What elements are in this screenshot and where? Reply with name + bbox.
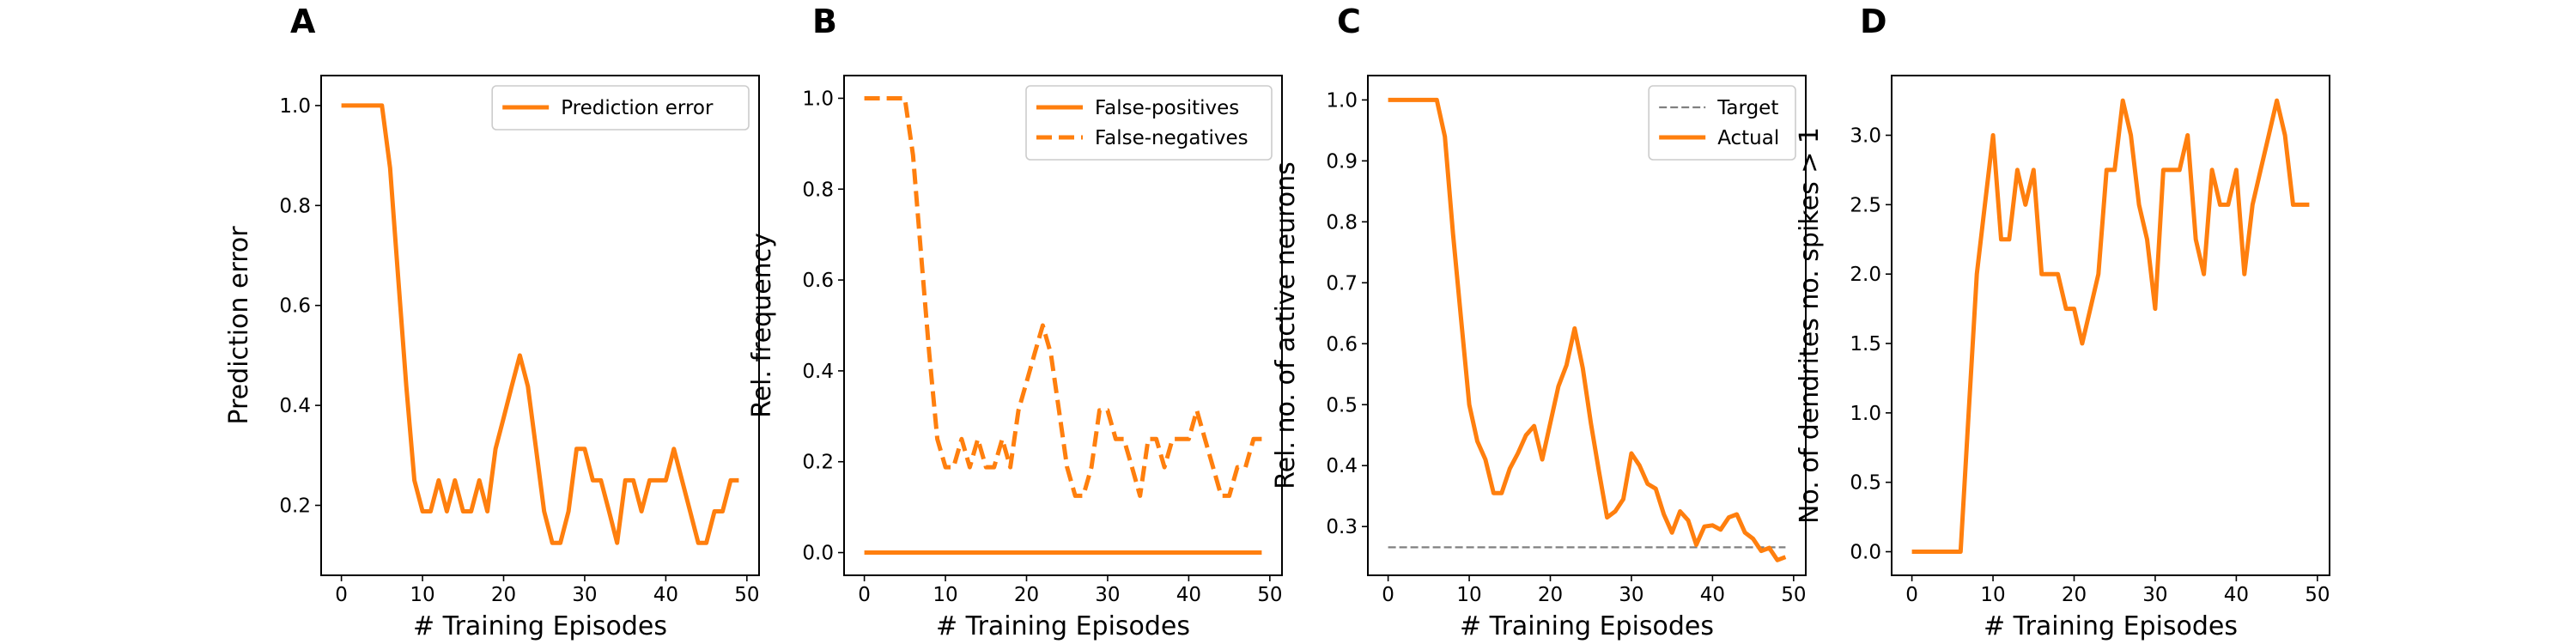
y-tick-label: 0.4 [1326, 455, 1358, 477]
x-axis-label: # Training Episodes [1460, 611, 1714, 641]
y-tick-label: 1.5 [1850, 333, 1881, 355]
panel-letter-b: B [812, 3, 837, 40]
y-tick-label: 0.2 [279, 495, 311, 518]
y-axis-label: Rel. no. of active neurons [1271, 161, 1301, 489]
y-tick-label: 0.0 [802, 543, 834, 565]
panel-d: 0 10 20 30 40 50 0.0 0.5 1.0 1.5 2.0 2.5 3.0 # Traini… [1795, 75, 2330, 641]
legend: False-positives False-negatives [1025, 85, 1273, 161]
x-tick-label: 50 [2305, 584, 2330, 606]
axes-frame [320, 75, 760, 576]
legend: Prediction error [491, 85, 750, 131]
y-tick-label: 0.0 [1850, 542, 1881, 564]
x-axis-label: # Training Episodes [1984, 611, 2238, 641]
y-tick-label: 2.5 [1850, 194, 1881, 216]
y-axis-label: Prediction error [224, 226, 254, 425]
x-tick-label: 20 [1538, 584, 1563, 606]
y-tick-label: 1.0 [1326, 89, 1358, 112]
panels: 0 10 20 30 40 50 0.2 0.4 0.6 0.8 1.0 # Training Epi… [224, 75, 2330, 641]
y-axis-label: Rel. frequency [747, 233, 777, 418]
x-tick-label: 40 [2224, 584, 2249, 606]
x-tick-label: 0 [335, 584, 348, 606]
y-tick-label: 0.9 [1326, 150, 1358, 173]
x-tick-label: 20 [491, 584, 516, 606]
y-tick-label: 0.8 [802, 179, 834, 201]
x-axis-label: # Training Episodes [936, 611, 1190, 641]
series-line [1911, 98, 2310, 554]
panel-b: 0 10 20 30 40 50 0.0 0.2 0.4 0.6 0.8 1.0 # Training … [747, 75, 1283, 641]
panel-letter-a: A [290, 3, 316, 40]
legend-box [1648, 85, 1796, 161]
x-tick-label: 30 [572, 584, 597, 606]
x-tick-label: 0 [858, 584, 871, 606]
y-tick-label: 0.6 [279, 295, 311, 318]
x-tick-label: 10 [1456, 584, 1481, 606]
x-tick-label: 20 [2062, 584, 2087, 606]
legend-entry-label: Actual [1717, 127, 1779, 149]
axes-frame [843, 75, 1283, 576]
legend-box [491, 85, 750, 131]
x-tick-label: 0 [1905, 584, 1918, 606]
x-tick-label: 10 [933, 584, 957, 606]
panel-letter-d: D [1860, 3, 1887, 40]
x-tick-label: 40 [1176, 584, 1201, 606]
y-tick-label: 2.0 [1850, 264, 1881, 286]
y-tick-label: 0.7 [1326, 272, 1358, 295]
panel-letter-c: C [1337, 3, 1361, 40]
y-tick-label: 0.5 [1326, 394, 1358, 416]
legend-entry-label: False-positives [1095, 97, 1239, 119]
legend-entry-label: Target [1716, 97, 1778, 119]
y-tick-label: 0.8 [279, 195, 311, 217]
x-tick-label: 50 [1781, 584, 1806, 606]
x-tick-label: 10 [1980, 584, 2005, 606]
y-tick-label: 0.4 [279, 395, 311, 417]
x-axis-label: # Training Episodes [413, 611, 667, 641]
x-tick-label: 0 [1382, 584, 1394, 606]
x-tick-label: 40 [1700, 584, 1725, 606]
y-tick-label: 0.6 [1326, 333, 1358, 355]
y-axis-label: No. of dendrites no. spikes > 1 [1795, 127, 1825, 524]
x-tick-label: 50 [734, 584, 759, 606]
panel-c: 0 10 20 30 40 50 0.3 0.4 0.5 0.6 0.7 0.8 0.9 1.0 # Tra… [1271, 75, 1807, 641]
y-tick-label: 0.4 [802, 361, 834, 383]
x-tick-label: 20 [1014, 584, 1039, 606]
series-line-prediction-error [341, 103, 739, 545]
axes-frame [1891, 75, 2330, 576]
y-tick-label: 1.0 [279, 95, 311, 118]
x-tick-label: 40 [653, 584, 678, 606]
y-tick-label: 1.0 [802, 88, 834, 110]
legend: Target Actual [1648, 85, 1796, 161]
y-tick-label: 0.8 [1326, 211, 1358, 234]
y-tick-label: 0.2 [802, 452, 834, 474]
y-tick-label: 0.3 [1326, 516, 1358, 538]
y-tick-label: 0.6 [802, 270, 834, 292]
panel-a: 0 10 20 30 40 50 0.2 0.4 0.6 0.8 1.0 # Training Epi… [224, 75, 760, 641]
axes-frame [1367, 75, 1807, 576]
x-tick-label: 50 [1257, 584, 1282, 606]
x-tick-label: 30 [1619, 584, 1643, 606]
x-tick-label: 10 [410, 584, 434, 606]
x-tick-label: 30 [1095, 584, 1120, 606]
y-tick-label: 0.5 [1850, 472, 1881, 495]
y-tick-label: 1.0 [1850, 403, 1881, 425]
x-tick-label: 30 [2142, 584, 2167, 606]
legend-entry-label: False-negatives [1095, 127, 1249, 149]
legend-entry-label: Prediction error [561, 97, 714, 119]
series-line-actual [1388, 97, 1787, 562]
y-tick-label: 3.0 [1850, 125, 1881, 148]
legend-box [1025, 85, 1273, 161]
